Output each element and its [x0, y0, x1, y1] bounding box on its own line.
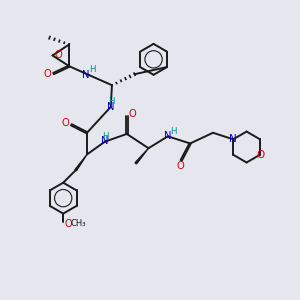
Text: N: N — [101, 136, 109, 146]
Text: N: N — [107, 102, 115, 112]
Text: N: N — [164, 131, 172, 141]
Text: H: H — [89, 65, 95, 74]
Text: O: O — [54, 50, 62, 60]
Text: CH₃: CH₃ — [71, 219, 86, 228]
Text: O: O — [177, 161, 184, 171]
Polygon shape — [135, 148, 148, 164]
Text: O: O — [129, 109, 136, 119]
Text: O: O — [256, 150, 264, 160]
Text: O: O — [65, 219, 72, 229]
Text: H: H — [102, 131, 109, 140]
Polygon shape — [75, 154, 87, 171]
Text: N: N — [82, 70, 90, 80]
Text: N: N — [229, 134, 237, 144]
Text: H: H — [170, 127, 176, 136]
Text: O: O — [44, 69, 51, 79]
Text: O: O — [61, 118, 69, 128]
Text: H: H — [108, 97, 115, 106]
